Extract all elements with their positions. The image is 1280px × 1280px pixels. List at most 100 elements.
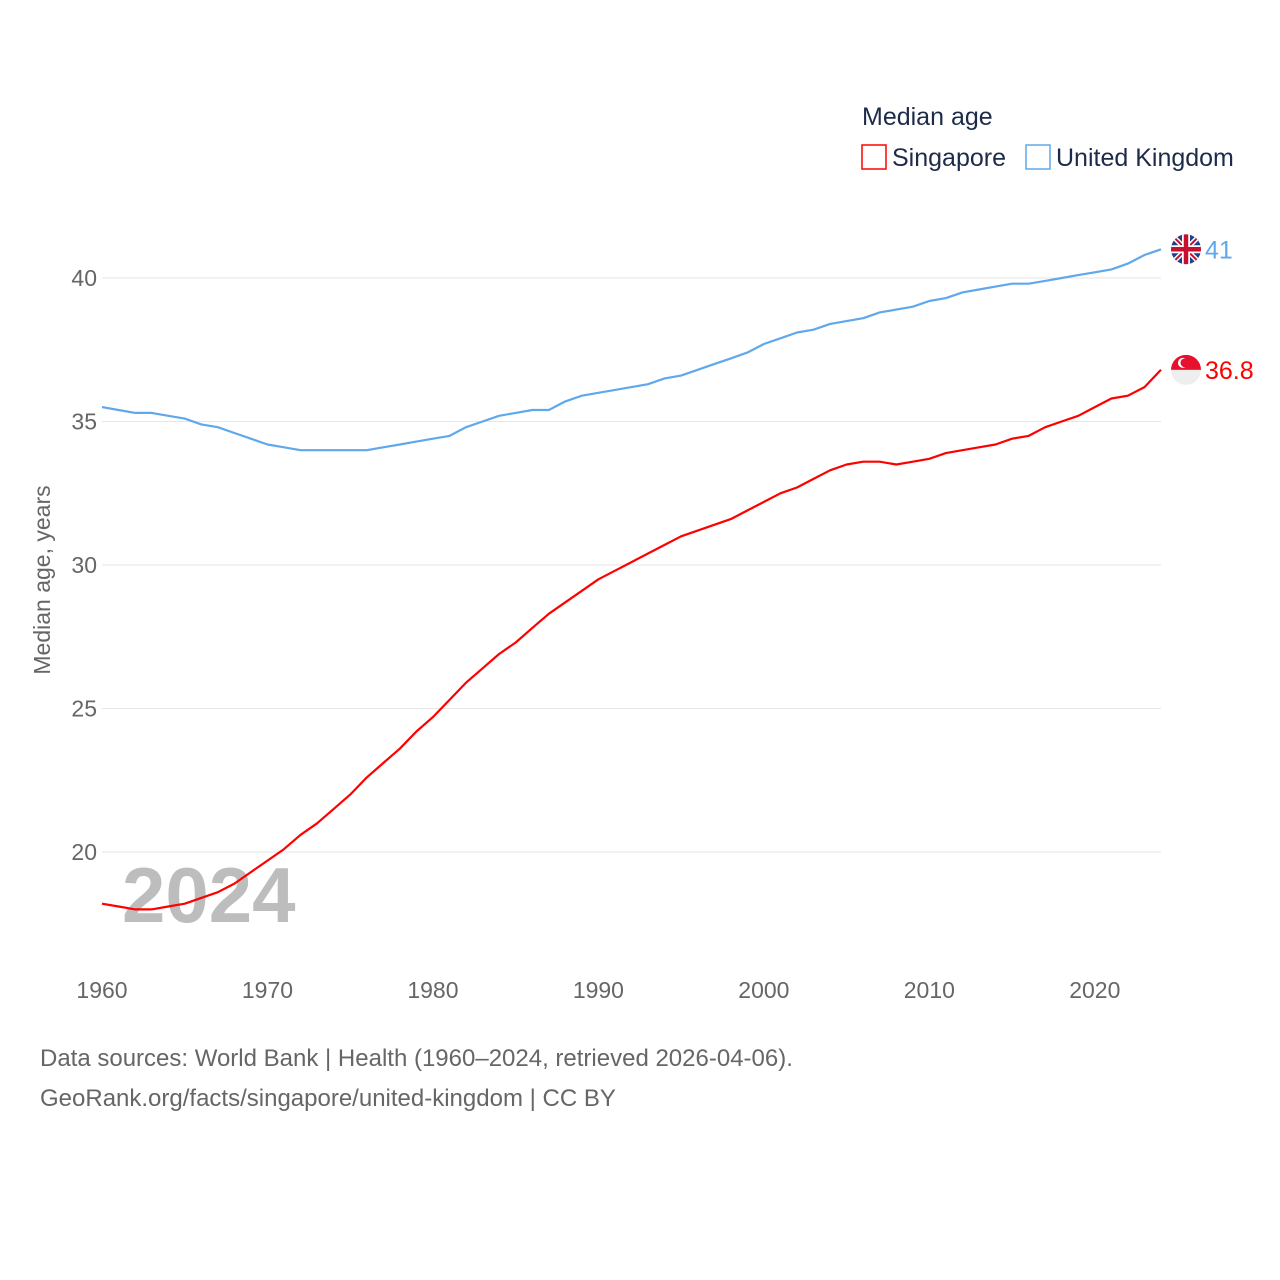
data-point [629, 384, 635, 390]
data-point [728, 516, 734, 522]
legend-swatch-united-kingdom [1025, 144, 1051, 170]
data-point [910, 304, 916, 310]
data-point [579, 393, 585, 399]
data-point [827, 467, 833, 473]
data-point [248, 869, 254, 875]
x-tick-label: 2000 [738, 977, 789, 1003]
x-tick-label: 1970 [242, 977, 293, 1003]
x-tick-label: 1960 [76, 977, 127, 1003]
data-point [1042, 424, 1048, 430]
series-lines [99, 246, 1164, 912]
data-point [264, 441, 270, 447]
data-point [513, 639, 519, 645]
y-tick-label: 30 [71, 552, 97, 578]
y-tick-label: 20 [71, 839, 97, 865]
data-point [1158, 246, 1164, 252]
data-point [728, 355, 734, 361]
data-point [463, 424, 469, 430]
data-point [446, 697, 452, 703]
y-tick-label: 40 [71, 265, 97, 291]
series-line-singapore [101, 369, 1162, 911]
data-point [529, 625, 535, 631]
data-point [1009, 281, 1015, 287]
data-point [298, 832, 304, 838]
data-point [1059, 419, 1065, 425]
data-point [959, 447, 965, 453]
data-point [165, 904, 171, 910]
data-point [149, 410, 155, 416]
legend-item-singapore[interactable]: Singapore [861, 144, 1006, 172]
data-point [629, 559, 635, 565]
data-point [1092, 404, 1098, 410]
data-point [546, 407, 552, 413]
data-point [844, 318, 850, 324]
data-point [695, 528, 701, 534]
data-point [1092, 269, 1098, 275]
data-point [794, 330, 800, 336]
data-point [132, 906, 138, 912]
data-point [413, 439, 419, 445]
data-point [347, 447, 353, 453]
data-point [777, 490, 783, 496]
data-point [496, 413, 502, 419]
data-point [811, 476, 817, 482]
data-point [579, 588, 585, 594]
data-point [430, 714, 436, 720]
data-point [645, 381, 651, 387]
end-labels: 36.8 41 [1171, 234, 1254, 385]
data-point [1042, 278, 1048, 284]
data-point [1059, 275, 1065, 281]
data-point [1108, 396, 1114, 402]
legend: Median age Singapore United Kingdom [861, 103, 1234, 172]
data-point [1108, 266, 1114, 272]
data-point [711, 522, 717, 528]
series-line-united-kingdom [101, 248, 1162, 452]
data-point [612, 387, 618, 393]
y-tick-label: 35 [71, 409, 97, 435]
x-tick-label: 2020 [1069, 977, 1120, 1003]
data-point [1141, 252, 1147, 258]
data-point [182, 416, 188, 422]
data-point [860, 315, 866, 321]
data-point [182, 901, 188, 907]
data-point [480, 665, 486, 671]
data-point [877, 309, 883, 315]
legend-item-united-kingdom[interactable]: United Kingdom [1025, 144, 1234, 172]
data-point [645, 551, 651, 557]
data-point [116, 407, 122, 413]
data-point [331, 806, 337, 812]
data-point [827, 321, 833, 327]
data-point [926, 456, 932, 462]
data-point [480, 419, 486, 425]
data-point [380, 444, 386, 450]
data-point [562, 398, 568, 404]
data-point [165, 413, 171, 419]
data-point [1026, 281, 1032, 287]
data-point [231, 881, 237, 887]
data-point [943, 450, 949, 456]
data-point [298, 447, 304, 453]
data-point [860, 459, 866, 465]
data-point [264, 858, 270, 864]
data-point [794, 485, 800, 491]
data-point [99, 901, 105, 907]
data-point [711, 361, 717, 367]
x-tick-label: 1980 [407, 977, 458, 1003]
data-point [1158, 367, 1164, 373]
data-point [844, 462, 850, 468]
x-axis-ticks: 1960 1970 1980 1990 2000 2010 2020 [76, 977, 1120, 1003]
data-point [662, 375, 668, 381]
y-axis-label: Median age, years [29, 485, 55, 674]
singapore-flag-icon [1171, 354, 1201, 385]
end-value-label: 36.8 [1205, 357, 1254, 385]
data-point [1125, 393, 1131, 399]
data-point [1009, 436, 1015, 442]
data-point [116, 904, 122, 910]
data-point [1125, 261, 1131, 267]
data-point [347, 792, 353, 798]
data-point [1141, 384, 1147, 390]
data-point [248, 436, 254, 442]
attribution-link[interactable]: GeoRank.org/facts/singapore/united-kingd… [40, 1085, 616, 1112]
data-point [777, 335, 783, 341]
data-point [761, 499, 767, 505]
